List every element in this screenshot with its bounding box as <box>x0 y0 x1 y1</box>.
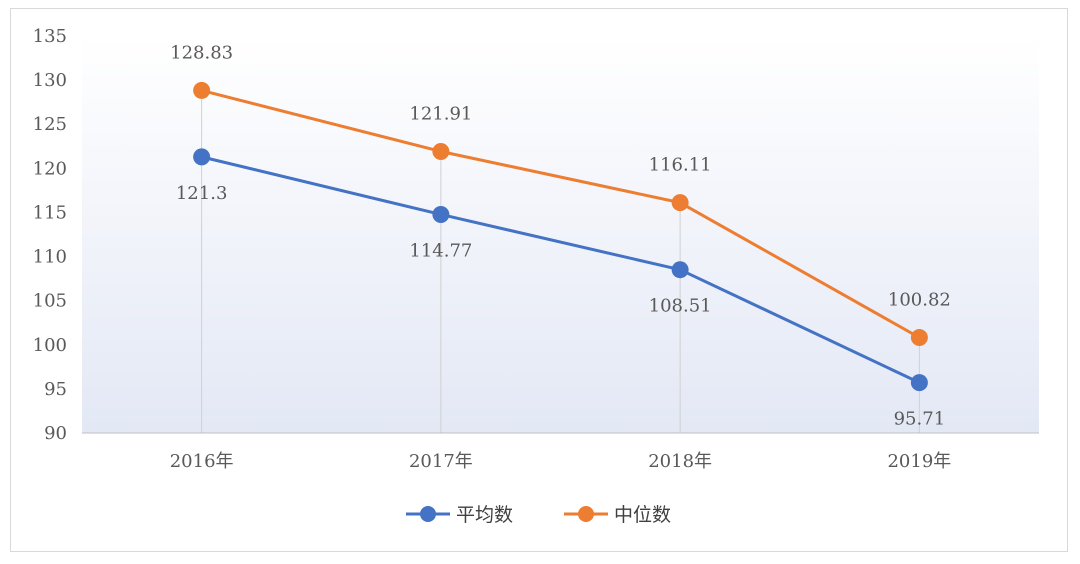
data-label: 114.77 <box>409 240 472 261</box>
legend-label: 中位数 <box>614 504 671 526</box>
series-line <box>201 155 921 384</box>
y-tick-label: 130 <box>33 70 67 91</box>
line-chart: 90 95 100 105 110 115 120 125 130 135 2016年 2017年 20… <box>33 26 1039 526</box>
data-label: 108.51 <box>649 296 712 317</box>
data-label: 95.71 <box>894 409 946 430</box>
y-tick-label: 115 <box>33 202 67 223</box>
chart-container: 90 95 100 105 110 115 120 125 130 135 2016年 2017年 20… <box>10 8 1068 552</box>
x-tick-label: 2019年 <box>887 451 951 472</box>
y-tick-label: 90 <box>44 423 67 444</box>
y-tick-label: 95 <box>44 379 67 400</box>
x-tick-label: 2016年 <box>170 451 234 472</box>
y-tick-label: 135 <box>33 26 67 47</box>
data-point <box>910 374 928 392</box>
data-label: 100.82 <box>888 290 951 311</box>
plot-area <box>82 36 1039 433</box>
y-tick-label: 110 <box>33 247 67 268</box>
data-point <box>432 142 450 160</box>
data-point <box>193 81 211 99</box>
x-tick-label: 2018年 <box>648 451 712 472</box>
legend-marker <box>578 506 594 522</box>
data-point <box>910 329 928 347</box>
data-label: 128.83 <box>170 42 233 63</box>
legend-marker <box>420 506 436 522</box>
y-tick-label: 100 <box>33 335 67 356</box>
data-label: 121.3 <box>176 183 228 204</box>
data-label: 116.11 <box>649 155 712 176</box>
data-point <box>193 148 211 166</box>
legend-label: 平均数 <box>456 504 513 526</box>
data-label: 121.91 <box>409 103 472 124</box>
y-tick-label: 125 <box>33 114 67 135</box>
data-point <box>671 261 689 279</box>
y-tick-label: 105 <box>33 291 67 312</box>
y-tick-label: 120 <box>33 158 67 179</box>
series-line <box>201 88 921 339</box>
x-tick-label: 2017年 <box>409 451 473 472</box>
data-point <box>432 205 450 223</box>
data-point <box>671 194 689 212</box>
